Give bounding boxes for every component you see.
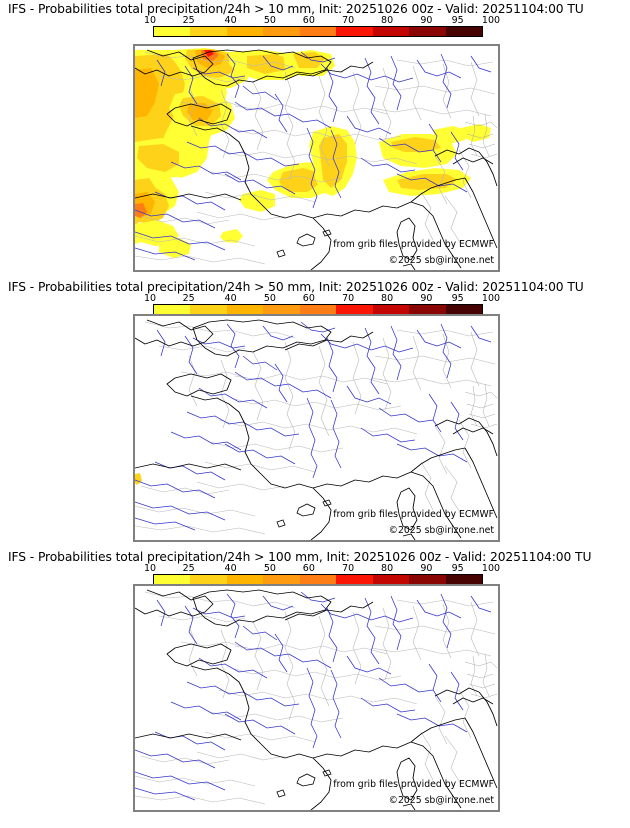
colorbar-seg-40-50 <box>226 305 264 314</box>
colorbar-seg-80-90 <box>372 575 410 584</box>
colorbar-seg-70-80 <box>336 27 373 36</box>
map-50mm[interactable]: from grib files provided by ECMWF ©2025 … <box>133 314 500 542</box>
colorbar-tick-60: 60 <box>302 563 315 574</box>
colorbar-seg-25-40 <box>190 305 227 314</box>
colorbar-seg-70-80 <box>336 575 373 584</box>
ecmwf-attribution-10mm: from grib files provided by ECMWF <box>333 239 494 250</box>
colorbar-tick-25: 25 <box>182 15 195 26</box>
colorbar-tick-40: 40 <box>224 563 237 574</box>
colorbar-seg-95-100 <box>445 305 482 314</box>
colorbar-seg-40-50 <box>226 575 264 584</box>
colorbar-tick-80: 80 <box>381 563 394 574</box>
colorbar-tick-40: 40 <box>224 293 237 304</box>
colorbar-tick-95: 95 <box>451 15 464 26</box>
colorbar-seg-90-95 <box>409 27 446 36</box>
colorbar-tick-50: 50 <box>263 293 276 304</box>
colorbar-tick-25: 25 <box>182 563 195 574</box>
colorbar-gradient-10mm <box>153 26 483 37</box>
colorbar-tick-70: 70 <box>342 563 355 574</box>
map-graphic-100mm <box>135 589 498 810</box>
colorbar-tick-25: 25 <box>182 293 195 304</box>
colorbar-tick-100: 100 <box>481 563 501 574</box>
panel-10mm: IFS - Probabilities total precipitation/… <box>0 0 630 278</box>
colorbar-tick-80: 80 <box>381 293 394 304</box>
colorbar-gradient-50mm <box>153 304 483 315</box>
colorbar-tick-50: 50 <box>263 15 276 26</box>
colorbar-tick-90: 90 <box>420 563 433 574</box>
colorbar-seg-50-60 <box>263 305 300 314</box>
panel-100mm: IFS - Probabilities total precipitation/… <box>0 548 630 818</box>
map-graphic-10mm <box>135 48 498 270</box>
colorbar-seg-60-70 <box>299 305 337 314</box>
colorbar-tick-10: 10 <box>143 15 157 26</box>
colorbar-50mm: 10 25 40 50 60 70 80 90 95 100 <box>0 293 630 315</box>
colorbar-tick-95: 95 <box>451 293 464 304</box>
colorbar-tick-100: 100 <box>481 293 501 304</box>
colorbar-seg-40-50 <box>226 27 264 36</box>
ecmwf-attribution-50mm: from grib files provided by ECMWF <box>333 509 494 520</box>
copyright-100mm: ©2025 sb@irizone.net <box>388 795 494 806</box>
colorbar-100mm: 10 25 40 50 60 70 80 90 95 100 <box>0 563 630 585</box>
colorbar-seg-90-95 <box>409 575 446 584</box>
colorbar-seg-90-95 <box>409 305 446 314</box>
colorbar-seg-95-100 <box>445 27 482 36</box>
colorbar-seg-10-25 <box>154 27 191 36</box>
colorbar-seg-25-40 <box>190 575 227 584</box>
colorbar-tick-50: 50 <box>263 563 276 574</box>
colorbar-ticks-10mm: 10 25 40 50 60 70 80 90 95 100 <box>144 15 500 27</box>
copyright-10mm: ©2025 sb@irizone.net <box>388 255 494 266</box>
colorbar-tick-40: 40 <box>224 15 237 26</box>
colorbar-seg-70-80 <box>336 305 373 314</box>
map-100mm[interactable]: from grib files provided by ECMWF ©2025 … <box>133 584 500 812</box>
colorbar-seg-80-90 <box>372 27 410 36</box>
ecmwf-attribution-100mm: from grib files provided by ECMWF <box>333 779 494 790</box>
colorbar-tick-100: 100 <box>481 15 501 26</box>
map-canvas-100mm <box>135 586 498 810</box>
panel-title-50mm: IFS - Probabilities total precipitation/… <box>8 280 584 294</box>
colorbar-tick-10: 10 <box>143 293 157 304</box>
colorbar-tick-95: 95 <box>451 563 464 574</box>
colorbar-seg-50-60 <box>263 575 300 584</box>
colorbar-tick-60: 60 <box>302 293 315 304</box>
copyright-50mm: ©2025 sb@irizone.net <box>388 525 494 536</box>
colorbar-ticks-100mm: 10 25 40 50 60 70 80 90 95 100 <box>144 563 500 575</box>
colorbar-seg-10-25 <box>154 305 191 314</box>
colorbar-tick-90: 90 <box>420 15 433 26</box>
colorbar-tick-80: 80 <box>381 15 394 26</box>
colorbar-seg-50-60 <box>263 27 300 36</box>
panel-title-10mm: IFS - Probabilities total precipitation/… <box>8 2 584 16</box>
colorbar-seg-95-100 <box>445 575 482 584</box>
colorbar-seg-80-90 <box>372 305 410 314</box>
panel-50mm: IFS - Probabilities total precipitation/… <box>0 278 630 548</box>
colorbar-tick-60: 60 <box>302 15 315 26</box>
map-canvas-50mm <box>135 316 498 540</box>
colorbar-10mm: 10 25 40 50 60 70 80 90 95 100 <box>0 15 630 37</box>
colorbar-seg-60-70 <box>299 575 337 584</box>
map-canvas-10mm <box>135 46 498 270</box>
map-10mm[interactable]: from grib files provided by ECMWF ©2025 … <box>133 44 500 272</box>
colorbar-seg-25-40 <box>190 27 227 36</box>
colorbar-tick-90: 90 <box>420 293 433 304</box>
colorbar-tick-70: 70 <box>342 15 355 26</box>
colorbar-seg-60-70 <box>299 27 337 36</box>
colorbar-ticks-50mm: 10 25 40 50 60 70 80 90 95 100 <box>144 293 500 305</box>
colorbar-seg-10-25 <box>154 575 191 584</box>
colorbar-tick-70: 70 <box>342 293 355 304</box>
colorbar-tick-10: 10 <box>143 563 157 574</box>
panel-title-100mm: IFS - Probabilities total precipitation/… <box>8 550 592 564</box>
map-graphic-50mm <box>135 319 498 540</box>
